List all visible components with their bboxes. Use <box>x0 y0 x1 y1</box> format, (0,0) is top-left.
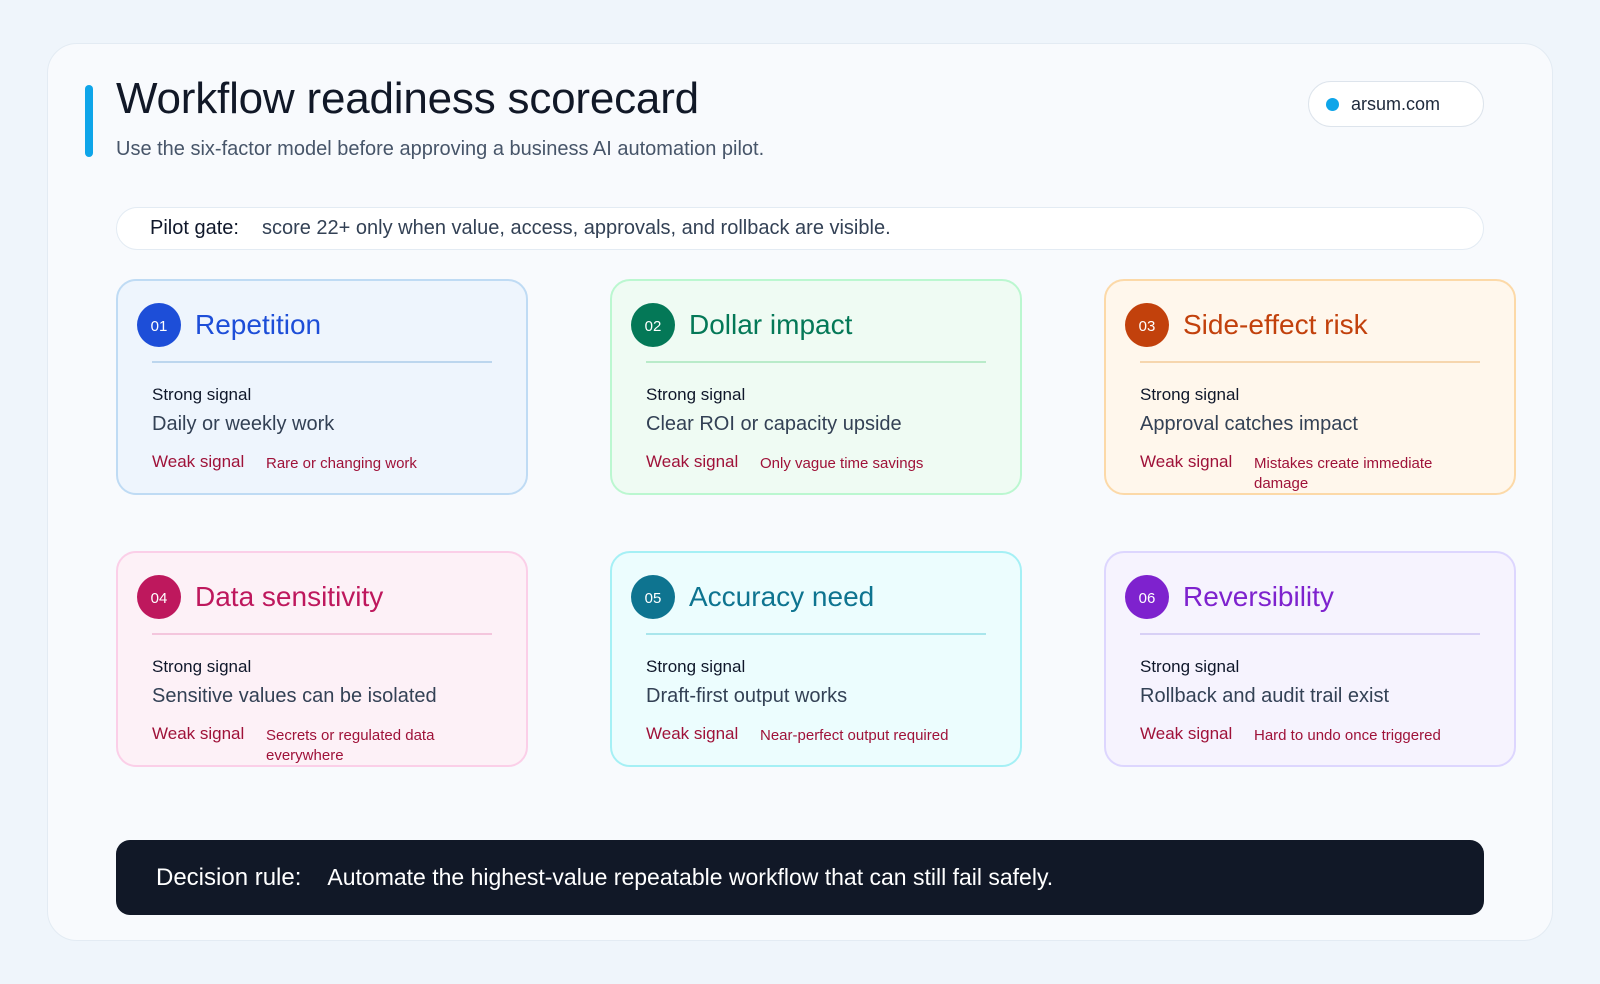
weak-signal-label: Weak signal <box>646 452 739 471</box>
strong-signal-value: Rollback and audit trail exist <box>1140 685 1390 707</box>
page-subtitle: Use the six-factor model before approvin… <box>116 138 765 160</box>
strong-signal-value: Approval catches impact <box>1140 413 1358 435</box>
weak-signal-value: Rare or changing work <box>266 455 417 472</box>
factor-number-badge: 03 <box>1125 303 1169 347</box>
strong-signal-label: Strong signal <box>152 657 252 676</box>
weak-signal-label: Weak signal <box>1140 724 1233 743</box>
factor-title: Dollar impact <box>689 309 853 340</box>
factor-divider <box>1140 633 1480 635</box>
factor-title: Reversibility <box>1183 581 1334 612</box>
weak-signal-label: Weak signal <box>1140 452 1233 471</box>
strong-signal-value: Daily or weekly work <box>152 413 335 435</box>
factor-number-badge: 04 <box>137 575 181 619</box>
factor-divider <box>646 361 986 363</box>
factor-number-badge: 02 <box>631 303 675 347</box>
decision-rule-banner: Decision rule: Automate the highest-valu… <box>116 840 1484 915</box>
factor-divider <box>152 361 492 363</box>
factor-number-badge: 06 <box>1125 575 1169 619</box>
weak-signal-value: Near-perfect output required <box>760 727 949 744</box>
pilot-gate-text: score 22+ only when value, access, appro… <box>261 217 891 239</box>
brand-label: arsum.com <box>1351 93 1441 114</box>
weak-signal-value: Hard to undo once triggered <box>1254 727 1441 744</box>
factor-card-reversibility: 06 Reversibility Strong signal Rollback … <box>1104 551 1516 767</box>
pilot-gate-banner: Pilot gate: score 22+ only when value, a… <box>116 207 1484 250</box>
factor-title: Accuracy need <box>689 581 875 612</box>
page-title: Workflow readiness scorecard <box>116 74 699 123</box>
factor-card-data-sensitivity: 04 Data sensitivity Strong signal Sensit… <box>116 551 528 767</box>
brand-badge[interactable]: arsum.com <box>1308 81 1484 127</box>
strong-signal-label: Strong signal <box>646 385 746 404</box>
weak-signal-label: Weak signal <box>646 724 739 743</box>
pilot-gate-label: Pilot gate: <box>150 217 239 239</box>
factor-number-badge: 05 <box>631 575 675 619</box>
title-accent-bar <box>85 85 93 157</box>
factor-divider <box>1140 361 1480 363</box>
strong-signal-label: Strong signal <box>1140 657 1240 676</box>
brand-dot-icon <box>1326 97 1339 111</box>
factor-card-dollar-impact: 02 Dollar impact Strong signal Clear ROI… <box>610 279 1022 495</box>
factor-divider <box>152 633 492 635</box>
strong-signal-value: Draft-first output works <box>646 685 848 707</box>
strong-signal-label: Strong signal <box>646 657 746 676</box>
decision-rule-text: Automate the highest-value repeatable wo… <box>327 864 1054 890</box>
weak-signal-label: Weak signal <box>152 724 245 743</box>
weak-signal-value: Mistakes create immediate damage <box>1254 455 1433 492</box>
factor-card-side-effect-risk: 03 Side-effect risk Strong signal Approv… <box>1104 279 1516 495</box>
factor-card-repetition: 01 Repetition Strong signal Daily or wee… <box>116 279 528 495</box>
factor-title: Data sensitivity <box>195 581 384 612</box>
strong-signal-label: Strong signal <box>152 385 252 404</box>
strong-signal-label: Strong signal <box>1140 385 1240 404</box>
factor-title: Repetition <box>195 309 322 340</box>
factor-number-badge: 01 <box>137 303 181 347</box>
weak-signal-value: Only vague time savings <box>760 455 924 472</box>
factor-divider <box>646 633 986 635</box>
weak-signal-label: Weak signal <box>152 452 245 471</box>
strong-signal-value: Sensitive values can be isolated <box>152 685 437 707</box>
decision-rule-label: Decision rule: <box>156 863 302 891</box>
strong-signal-value: Clear ROI or capacity upside <box>646 413 902 435</box>
factor-title: Side-effect risk <box>1183 309 1368 340</box>
weak-signal-value: Secrets or regulated data everywhere <box>266 727 435 764</box>
factor-card-accuracy-need: 05 Accuracy need Strong signal Draft-fir… <box>610 551 1022 767</box>
